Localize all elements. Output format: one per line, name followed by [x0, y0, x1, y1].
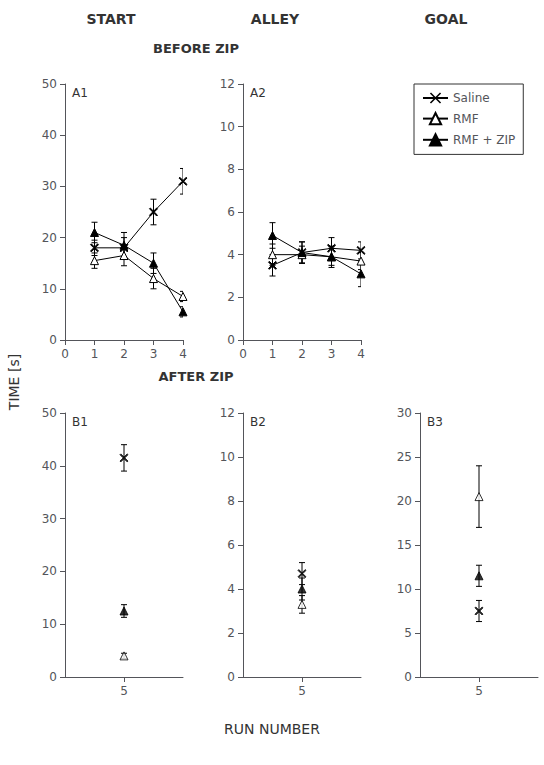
- svg-text:A2: A2: [250, 86, 266, 100]
- svg-text:RMF + ZIP: RMF + ZIP: [453, 133, 515, 147]
- svg-text:B2: B2: [250, 415, 266, 429]
- svg-text:5: 5: [404, 626, 412, 640]
- svg-text:4: 4: [179, 347, 187, 361]
- svg-text:25: 25: [397, 450, 412, 464]
- svg-text:1: 1: [91, 347, 99, 361]
- svg-text:10: 10: [397, 582, 412, 596]
- svg-text:AFTER ZIP: AFTER ZIP: [158, 369, 233, 384]
- svg-text:40: 40: [42, 459, 57, 473]
- svg-text:30: 30: [42, 512, 57, 526]
- svg-text:0: 0: [49, 670, 57, 684]
- svg-text:0: 0: [227, 670, 235, 684]
- svg-text:B3: B3: [427, 415, 443, 429]
- svg-text:8: 8: [227, 162, 235, 176]
- svg-text:3: 3: [328, 347, 336, 361]
- svg-text:2: 2: [120, 347, 128, 361]
- svg-text:15: 15: [397, 538, 412, 552]
- svg-text:A1: A1: [72, 86, 88, 100]
- svg-text:BEFORE ZIP: BEFORE ZIP: [153, 41, 239, 56]
- svg-text:1: 1: [269, 347, 277, 361]
- svg-text:2: 2: [227, 290, 235, 304]
- svg-text:START: START: [86, 11, 136, 27]
- svg-text:B1: B1: [72, 415, 88, 429]
- svg-text:ALLEY: ALLEY: [251, 11, 300, 27]
- svg-text:RUN NUMBER: RUN NUMBER: [224, 721, 320, 737]
- svg-text:50: 50: [42, 406, 57, 420]
- svg-text:30: 30: [397, 406, 412, 420]
- svg-text:10: 10: [220, 120, 235, 134]
- svg-text:30: 30: [42, 179, 57, 193]
- svg-text:6: 6: [227, 205, 235, 219]
- svg-text:20: 20: [42, 564, 57, 578]
- svg-text:Saline: Saline: [453, 91, 490, 105]
- svg-text:5: 5: [298, 684, 306, 698]
- svg-text:0: 0: [404, 670, 412, 684]
- svg-text:GOAL: GOAL: [425, 11, 468, 27]
- svg-text:50: 50: [42, 77, 57, 91]
- svg-text:4: 4: [227, 582, 235, 596]
- svg-text:3: 3: [150, 347, 158, 361]
- svg-text:8: 8: [227, 494, 235, 508]
- svg-text:TIME [s]: TIME [s]: [6, 354, 22, 411]
- svg-text:20: 20: [42, 231, 57, 245]
- svg-text:10: 10: [42, 282, 57, 296]
- svg-text:2: 2: [227, 626, 235, 640]
- svg-text:12: 12: [220, 406, 235, 420]
- svg-text:0: 0: [239, 347, 247, 361]
- svg-text:20: 20: [397, 494, 412, 508]
- svg-text:12: 12: [220, 77, 235, 91]
- svg-text:5: 5: [120, 684, 128, 698]
- svg-text:4: 4: [227, 248, 235, 262]
- svg-text:6: 6: [227, 538, 235, 552]
- svg-text:RMF: RMF: [453, 112, 479, 126]
- svg-text:0: 0: [227, 333, 235, 347]
- svg-text:4: 4: [357, 347, 365, 361]
- svg-text:40: 40: [42, 128, 57, 142]
- svg-text:10: 10: [42, 617, 57, 631]
- svg-text:0: 0: [49, 333, 57, 347]
- svg-text:10: 10: [220, 450, 235, 464]
- svg-text:0: 0: [61, 347, 69, 361]
- svg-text:5: 5: [475, 684, 483, 698]
- svg-text:2: 2: [298, 347, 306, 361]
